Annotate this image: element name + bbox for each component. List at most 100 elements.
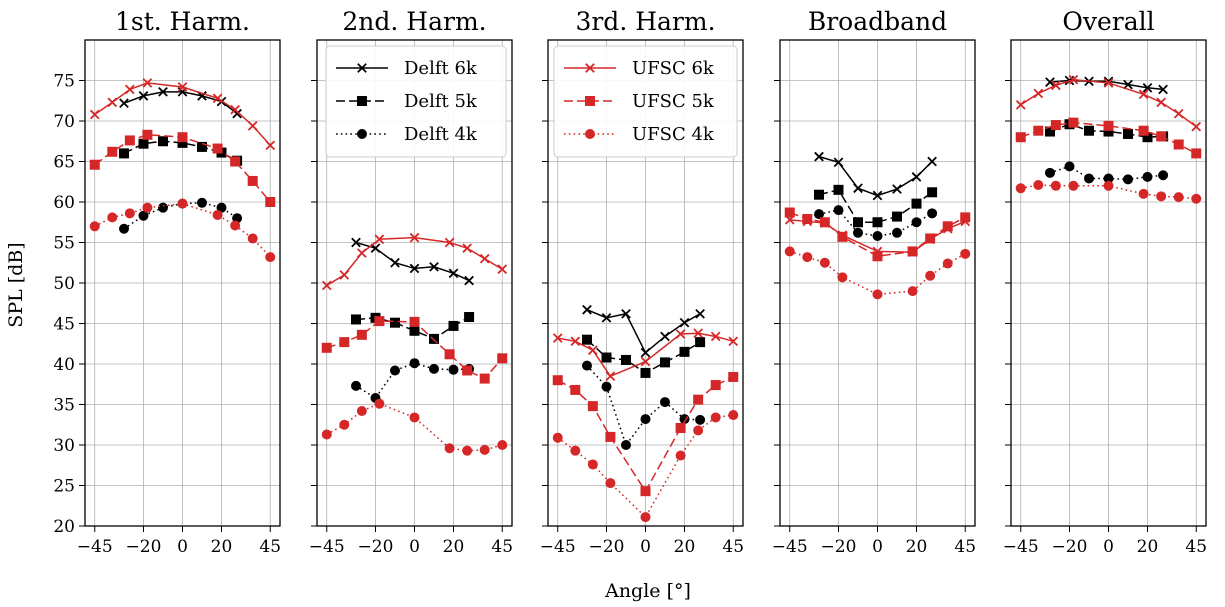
data-point (1142, 132, 1153, 143)
data-point (177, 82, 188, 92)
y-tick-label: 35 (53, 396, 75, 416)
series-delft-6k (582, 304, 705, 358)
data-point (390, 365, 400, 376)
data-point (107, 146, 118, 157)
data-point (351, 380, 361, 391)
legend-label: Delft 4k (404, 124, 478, 145)
y-tick-label: 20 (53, 517, 75, 537)
data-point (479, 253, 490, 264)
data-point (660, 357, 670, 368)
y-tick-label: 40 (53, 355, 75, 375)
data-point (640, 356, 651, 367)
axes-frame (84, 39, 281, 527)
data-point (640, 414, 651, 425)
y-tick-label: 55 (53, 234, 75, 254)
panel-title: 1st. Harm. (115, 7, 250, 36)
legend-label: Delft 6k (404, 58, 478, 79)
data-point (907, 246, 918, 257)
data-point (819, 217, 830, 228)
x-tick-label: 0 (640, 537, 651, 557)
data-point (621, 440, 631, 450)
data-point (1138, 188, 1149, 199)
data-point (853, 227, 863, 238)
data-point (925, 233, 936, 244)
legend-box (553, 45, 738, 158)
series-ufsc-6k (89, 78, 276, 151)
series-ufsc-4k (321, 398, 508, 456)
series-line (557, 414, 734, 519)
data-point (464, 275, 474, 286)
data-point (138, 138, 149, 149)
axes-frame (316, 39, 513, 527)
panel-title: Broadband (808, 7, 947, 36)
data-point (142, 78, 153, 88)
legend-label: Delft 5k (404, 91, 478, 112)
data-point (409, 358, 420, 369)
x-tick-label: 0 (409, 537, 420, 557)
legend-entry: Delft 5k (336, 91, 478, 112)
data-point (872, 217, 883, 228)
data-point (1156, 97, 1166, 108)
data-point (693, 425, 704, 436)
data-point (89, 159, 100, 170)
data-point (925, 270, 936, 281)
data-point (1050, 180, 1061, 191)
data-point (942, 221, 953, 232)
data-point (197, 197, 207, 208)
data-point (833, 205, 844, 216)
data-point (570, 384, 581, 395)
data-point (497, 353, 508, 364)
data-point (497, 440, 508, 450)
data-point (409, 263, 420, 274)
data-point (814, 189, 824, 200)
legend-marker (357, 129, 367, 139)
data-point (942, 258, 953, 269)
data-point (621, 308, 631, 319)
x-tick-label: 20 (211, 537, 233, 557)
data-point (960, 212, 971, 223)
data-point (357, 248, 367, 258)
axes-frame (1010, 39, 1207, 527)
data-point (230, 104, 240, 115)
data-point (1084, 125, 1094, 136)
data-point (177, 132, 188, 143)
y-tick-label: 65 (53, 153, 75, 173)
data-point (1158, 170, 1169, 181)
panel-overall: Overall −45 −20 0 20 45 (1003, 7, 1207, 557)
data-point (1068, 180, 1079, 191)
data-point (710, 331, 721, 342)
data-point (675, 422, 686, 433)
data-point (339, 337, 350, 348)
legend-entry: Delft 6k (336, 58, 478, 79)
legend-delft: Delft 6k Delft 5k Delft 4k (325, 45, 507, 158)
data-point (784, 207, 795, 218)
series-ufsc-5k (552, 371, 739, 497)
data-point (1173, 192, 1184, 203)
data-point (444, 349, 455, 360)
data-point (1103, 180, 1114, 191)
series-ufsc-4k (784, 246, 971, 300)
data-point (892, 227, 902, 238)
data-point (570, 445, 581, 456)
series-delft-4k (1045, 161, 1169, 185)
data-point (853, 217, 863, 228)
axes-frame (547, 39, 744, 527)
x-tick-label: −20 (589, 537, 625, 557)
data-point (927, 156, 937, 167)
data-point (1103, 126, 1114, 137)
data-point (429, 261, 439, 272)
data-point (907, 286, 918, 297)
data-point (1051, 80, 1061, 91)
data-point (321, 280, 332, 291)
data-point (390, 317, 400, 328)
data-point (1156, 131, 1167, 142)
legend-label: UFSC 4k (632, 124, 715, 145)
series-line (1020, 121, 1197, 155)
data-point (601, 352, 612, 363)
data-point (462, 243, 472, 254)
data-point (479, 373, 490, 384)
data-point (833, 157, 844, 168)
x-tick-label: −45 (309, 537, 345, 557)
data-point (660, 331, 670, 342)
data-point (1050, 120, 1061, 131)
